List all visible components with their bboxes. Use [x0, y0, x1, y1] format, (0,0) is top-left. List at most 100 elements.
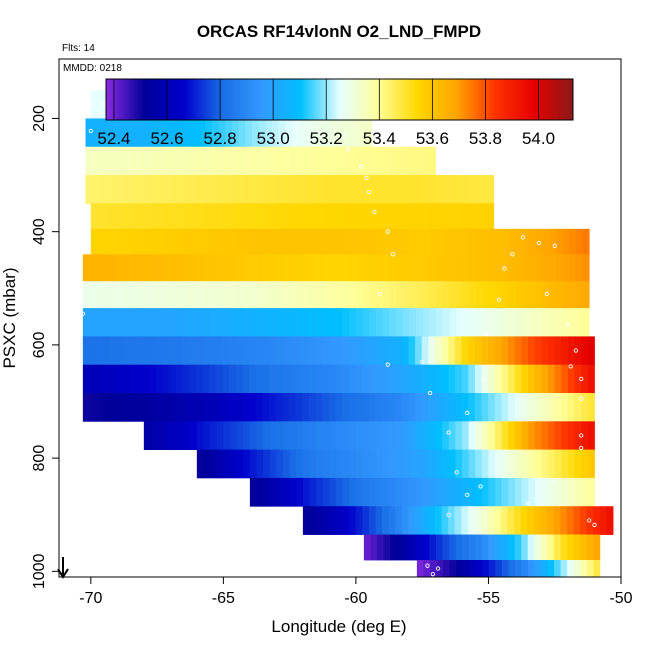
heatmap-cell — [138, 146, 146, 176]
heatmap-cell — [149, 281, 157, 309]
heatmap-cell — [102, 364, 110, 394]
colorbar-tick-label: 53.2 — [310, 129, 343, 148]
heatmap-cell — [363, 228, 371, 255]
heatmap-cell — [356, 254, 364, 282]
heatmap-cell — [375, 393, 383, 422]
heatmap-cell — [96, 364, 104, 394]
heatmap-cell — [112, 118, 120, 148]
heatmap-cell — [494, 534, 502, 561]
heatmap-cell — [389, 449, 397, 479]
heatmap-cell — [369, 308, 377, 337]
heatmap-cell — [285, 118, 293, 148]
heatmap-cell — [225, 118, 233, 148]
heatmap-cell — [355, 175, 363, 204]
heatmap-cell — [475, 449, 483, 479]
heatmap-cell — [443, 560, 450, 577]
heatmap-cell — [143, 228, 152, 255]
heatmap-cell — [249, 203, 257, 230]
heatmap-cell — [92, 146, 100, 176]
heatmap-cell — [163, 228, 171, 255]
heatmap-cell — [448, 477, 456, 507]
heatmap-cell — [249, 449, 257, 479]
heatmap-cell — [435, 393, 443, 422]
heatmap-cell — [152, 118, 160, 148]
heatmap-cell — [560, 506, 568, 535]
heatmap-cell — [243, 449, 251, 479]
heatmap-cell — [349, 281, 357, 309]
heatmap-cell — [269, 421, 277, 451]
flight-track-point — [502, 266, 507, 271]
heatmap-cell — [102, 254, 110, 282]
heatmap-cell — [209, 281, 217, 309]
chart-title: ORCAS RF14vlonN O2_LND_FMPD — [197, 22, 481, 41]
flight-track-point — [552, 478, 557, 483]
heatmap-cell — [562, 254, 570, 282]
date-annotation: MMDD: 0218 — [63, 63, 122, 74]
heatmap-cell — [329, 506, 337, 535]
heatmap-cell — [569, 228, 577, 255]
heatmap-cell — [401, 364, 409, 394]
heatmap-cell — [229, 364, 237, 394]
heatmap-cell — [104, 228, 112, 255]
heatmap-cell — [554, 364, 562, 394]
heatmap-cell — [428, 364, 436, 394]
heatmap-cell — [469, 254, 477, 282]
heatmap-cell — [196, 421, 204, 451]
heatmap-cell — [383, 534, 391, 561]
heatmap-cell — [349, 477, 357, 507]
heatmap-cell — [217, 175, 225, 204]
heatmap-cell — [309, 254, 317, 282]
heatmap-cell — [316, 254, 324, 282]
heatmap-cell — [322, 203, 330, 230]
heatmap-cell — [454, 364, 462, 394]
heatmap-cell — [541, 336, 549, 366]
heatmap-cell — [549, 308, 557, 337]
heatmap-cell — [369, 254, 377, 282]
heatmap-cell — [283, 146, 291, 176]
heatmap-cell — [489, 228, 497, 255]
heatmap-cell — [157, 421, 165, 451]
heatmap-cell — [586, 560, 594, 577]
heatmap-cell — [283, 175, 291, 204]
flight-track-point — [541, 215, 547, 220]
heatmap-cell — [309, 449, 317, 479]
heatmap-cell — [316, 146, 324, 176]
heatmap-cell — [528, 477, 536, 507]
heatmap-cell — [575, 281, 583, 309]
heatmap-cell — [177, 146, 185, 176]
heatmap-cell — [375, 336, 383, 366]
heatmap-cell — [509, 281, 517, 309]
heatmap-cell — [212, 118, 220, 148]
heatmap-cell — [515, 254, 523, 282]
heatmap-cell — [435, 534, 443, 561]
heatmap-cell — [582, 281, 590, 309]
heatmap-cell — [521, 393, 529, 422]
heatmap-cell — [269, 449, 277, 479]
heatmap-cell — [409, 281, 417, 309]
heatmap-cells — [82, 90, 614, 577]
heatmap-cell — [475, 560, 483, 577]
heatmap-cell — [362, 506, 370, 535]
heatmap-cell — [435, 449, 443, 479]
colorbar-tick-label: 52.8 — [204, 129, 237, 148]
heatmap-cell — [469, 281, 477, 309]
flights-annotation: Flts: 14 — [62, 43, 95, 54]
heatmap-cell — [269, 254, 277, 282]
heatmap-cell — [171, 175, 179, 204]
heatmap-cell — [449, 560, 457, 577]
heatmap-cell — [593, 560, 601, 577]
heatmap-cell — [223, 175, 231, 204]
heatmap-cell — [382, 506, 390, 535]
heatmap-cell — [335, 364, 343, 394]
heatmap-cell — [308, 364, 316, 394]
heatmap-cell — [455, 421, 463, 451]
heatmap-cell — [382, 477, 390, 507]
heatmap-cell — [222, 203, 230, 230]
heatmap-cell — [382, 254, 390, 282]
heatmap-cell — [449, 254, 457, 282]
heatmap-cell — [257, 146, 265, 176]
heatmap-cell — [282, 308, 290, 337]
heatmap-cell — [468, 534, 476, 561]
heatmap-cell — [573, 506, 581, 535]
heatmap-cell — [336, 254, 344, 282]
